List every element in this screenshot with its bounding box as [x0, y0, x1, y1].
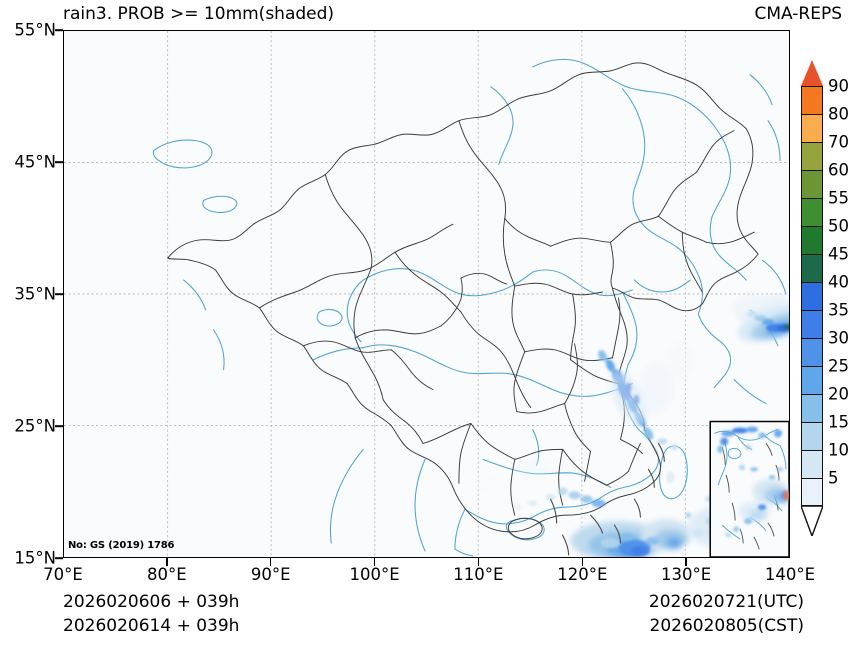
colorbar-label-50: 50 — [828, 216, 849, 236]
map-canvas — [64, 31, 789, 557]
colorbar-label-70: 70 — [828, 132, 849, 152]
colorbar-segment-15[interactable] — [801, 422, 823, 450]
colorbar-label-10: 10 — [828, 440, 849, 460]
colorbar-label-5: 5 — [828, 468, 839, 488]
colorbar-segment-45[interactable] — [801, 254, 823, 282]
x-tick-mark-120e — [581, 558, 584, 566]
x-tick-label-100e: 100°E — [349, 565, 400, 584]
model-label: CMA-REPS — [754, 4, 842, 24]
colorbar-segment-40[interactable] — [801, 282, 823, 310]
footer-init-time-cst: 2026020614 + 039h — [63, 616, 240, 636]
colorbar-segment-10[interactable] — [801, 450, 823, 478]
x-tick-mark-110e — [477, 558, 480, 566]
y-tick-label-35n: 35°N — [14, 284, 56, 304]
x-tick-label-90e: 90°E — [250, 565, 291, 584]
nine-dash-line — [550, 442, 665, 556]
colorbar-extend-max-arrow — [801, 60, 823, 86]
colorbar-segment-90[interactable] — [801, 86, 823, 114]
colorbar-segment-25[interactable] — [801, 366, 823, 394]
colorbar-label-45: 45 — [828, 244, 849, 264]
colorbar[interactable] — [801, 60, 823, 536]
x-tick-label-120e: 120°E — [557, 565, 608, 584]
y-tick-mark-25n — [55, 425, 63, 427]
footer-init-time-utc: 2026020606 + 039h — [63, 592, 240, 612]
colorbar-label-15: 15 — [828, 412, 849, 432]
x-tick-label-70e: 70°E — [43, 565, 83, 584]
colorbar-label-20: 20 — [828, 384, 849, 404]
map-gridlines — [64, 31, 789, 557]
footer-valid-time-utc: 2026020721(UTC) — [648, 592, 804, 612]
y-tick-mark-15n — [55, 557, 63, 559]
x-tick-mark-100e — [373, 558, 376, 566]
x-tick-mark-80e — [166, 558, 168, 566]
colorbar-segment-55[interactable] — [801, 198, 823, 226]
colorbar-label-30: 30 — [828, 328, 849, 348]
colorbar-segment-30[interactable] — [801, 338, 823, 366]
colorbar-segment-5[interactable] — [801, 478, 823, 506]
x-tick-label-110e: 110°E — [453, 565, 504, 584]
y-tick-mark-45n — [55, 161, 63, 163]
y-tick-mark-55n — [55, 29, 63, 31]
map-plot-area[interactable] — [63, 30, 790, 558]
x-tick-mark-130e — [685, 558, 687, 566]
x-tick-mark-90e — [269, 558, 272, 566]
y-tick-label-25n: 25°N — [14, 416, 56, 436]
x-tick-label-140e: 140°E — [764, 565, 816, 584]
south-china-sea-inset[interactable] — [709, 420, 789, 557]
colorbar-label-25: 25 — [828, 356, 849, 376]
page-title: rain3. PROB >= 10mm(shaded) — [63, 4, 335, 24]
footer-valid-time-cst: 2026020805(CST) — [649, 616, 804, 636]
colorbar-segment-50[interactable] — [801, 226, 823, 254]
x-tick-label-130e: 130°E — [661, 565, 712, 584]
y-tick-label-45n: 45°N — [14, 152, 56, 172]
y-tick-label-55n: 55°N — [14, 20, 56, 40]
colorbar-segment-20[interactable] — [801, 394, 823, 422]
x-tick-label-80e: 80°E — [147, 565, 187, 584]
y-tick-mark-35n — [55, 293, 63, 295]
colorbar-label-80: 80 — [828, 104, 849, 124]
colorbar-segment-70[interactable] — [801, 142, 823, 170]
colorbar-label-55: 55 — [828, 188, 849, 208]
colorbar-segment-80[interactable] — [801, 114, 823, 142]
map-administrative-boundaries — [167, 62, 759, 540]
colorbar-segment-35[interactable] — [801, 310, 823, 338]
y-tick-label-15n: 15°N — [14, 548, 56, 568]
colorbar-label-40: 40 — [828, 272, 849, 292]
colorbar-label-60: 60 — [828, 160, 849, 180]
colorbar-label-90: 90 — [828, 76, 849, 96]
map-attribution: No: GS (2019) 1786 — [68, 540, 175, 551]
colorbar-label-35: 35 — [828, 300, 849, 320]
colorbar-extend-min-arrow — [801, 506, 823, 536]
colorbar-segment-60[interactable] — [801, 170, 823, 198]
